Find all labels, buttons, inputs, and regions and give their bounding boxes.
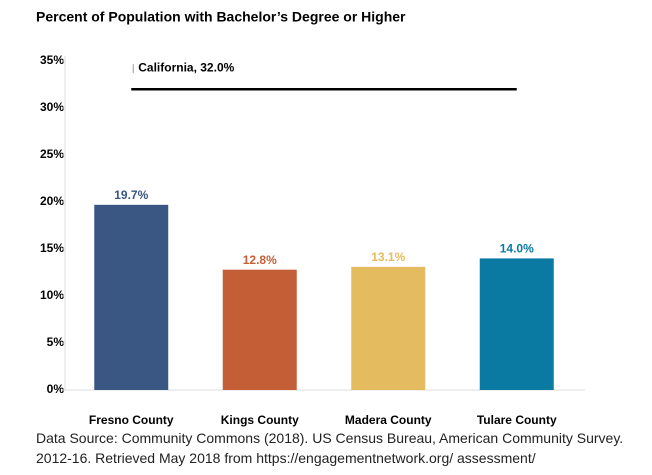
y-tick-label: 30% xyxy=(40,100,64,114)
chart: Percent of Population with Bachelor’s De… xyxy=(36,9,585,427)
bar xyxy=(222,269,297,390)
y-tick-label: 35% xyxy=(40,53,64,67)
chart-title: Percent of Population with Bachelor’s De… xyxy=(36,9,406,25)
bar xyxy=(479,258,554,390)
reference-label: California, 32.0% xyxy=(138,60,234,74)
value-label: 13.1% xyxy=(371,250,405,264)
value-label: 19.7% xyxy=(114,188,148,202)
y-tick-label: 25% xyxy=(40,147,64,161)
value-label: 12.8% xyxy=(243,253,277,267)
x-tick-label: Madera County xyxy=(345,413,432,427)
bar xyxy=(351,266,426,390)
x-tick-label: Fresno County xyxy=(89,413,174,427)
bar xyxy=(94,204,169,390)
source-note: Data Source: Community Commons (2018). U… xyxy=(36,430,624,466)
y-tick-label: 5% xyxy=(47,335,65,349)
y-tick-label: 20% xyxy=(40,194,64,208)
x-tick-label: Tulare County xyxy=(477,413,557,427)
x-tick-label: Kings County xyxy=(221,413,299,427)
y-tick-label: 0% xyxy=(47,382,65,396)
y-tick-label: 15% xyxy=(40,241,64,255)
value-label: 14.0% xyxy=(500,242,534,256)
y-tick-label: 10% xyxy=(40,288,64,302)
